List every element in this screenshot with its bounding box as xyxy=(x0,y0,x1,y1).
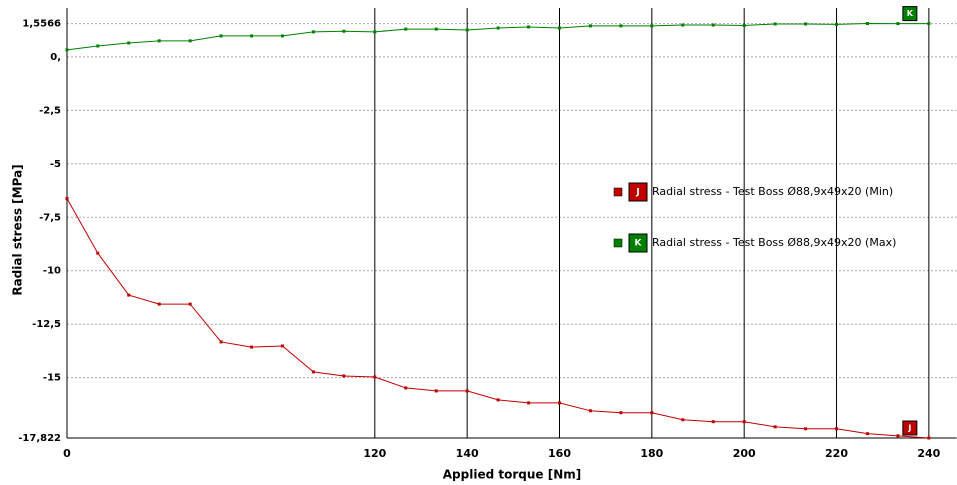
data-point xyxy=(127,41,131,45)
data-point xyxy=(465,28,469,32)
y-tick-label: -15 xyxy=(43,373,61,384)
data-point xyxy=(711,23,715,27)
data-point xyxy=(835,22,839,26)
data-point xyxy=(96,44,100,48)
y-tick-label: 0, xyxy=(50,52,61,63)
data-point xyxy=(896,434,900,438)
data-point xyxy=(865,22,869,26)
y-tick-label: -12,5 xyxy=(32,319,61,330)
data-point xyxy=(188,302,192,306)
data-point xyxy=(650,411,654,415)
data-point xyxy=(927,436,931,440)
data-point xyxy=(219,340,223,344)
data-point xyxy=(711,420,715,424)
x-tick-label: 120 xyxy=(363,447,386,460)
data-point xyxy=(804,22,808,26)
data-point xyxy=(373,30,377,34)
data-point xyxy=(404,386,408,390)
data-point xyxy=(434,27,438,31)
y-axis-title: Radial stress [MPa] xyxy=(11,164,25,295)
data-point xyxy=(404,27,408,31)
legend-swatch xyxy=(613,238,623,248)
data-point xyxy=(619,24,623,28)
x-tick-label: 180 xyxy=(640,447,663,460)
x-tick-label: 160 xyxy=(548,447,571,460)
data-point xyxy=(742,420,746,424)
end-marker-box xyxy=(902,6,918,22)
legend-swatch xyxy=(613,187,623,197)
x-tick-label: 220 xyxy=(825,447,848,460)
legend-label: Radial stress - Test Boss Ø88,9x49x20 (M… xyxy=(652,185,893,198)
data-line xyxy=(66,198,929,439)
data-point xyxy=(896,22,900,26)
data-point xyxy=(588,409,592,413)
data-point xyxy=(342,29,346,33)
data-point xyxy=(558,401,561,405)
end-marker-label: J xyxy=(907,424,911,433)
data-point xyxy=(280,344,284,348)
data-point xyxy=(188,39,192,43)
data-point xyxy=(280,34,284,38)
data-point xyxy=(681,418,685,422)
legend-marker xyxy=(628,233,648,253)
x-tick-label: 0 xyxy=(63,447,71,460)
data-point xyxy=(65,48,69,52)
data-point xyxy=(250,345,254,349)
data-point xyxy=(373,375,377,379)
data-point xyxy=(927,22,931,26)
data-point xyxy=(65,196,69,200)
x-tick-label: 240 xyxy=(917,447,940,460)
data-point xyxy=(434,389,438,393)
data-point xyxy=(773,22,777,26)
data-point xyxy=(311,370,315,374)
y-tick-label: -5 xyxy=(50,159,61,170)
x-axis-title: Applied torque [Nm] xyxy=(443,468,581,482)
data-point xyxy=(465,389,469,393)
data-point xyxy=(496,398,500,402)
data-point xyxy=(865,432,869,436)
y-tick-label: -7,5 xyxy=(39,212,61,223)
legend-label: Radial stress - Test Boss Ø88,9x49x20 (M… xyxy=(652,236,896,249)
data-point xyxy=(527,401,531,405)
data-point xyxy=(742,23,746,27)
legend-marker-label: J xyxy=(635,188,639,198)
data-point xyxy=(527,25,531,29)
legend-marker-label: K xyxy=(635,239,643,249)
y-tick-label: 1,5566 xyxy=(22,19,61,30)
end-marker-label: K xyxy=(907,9,914,18)
data-point xyxy=(619,411,623,415)
y-tick-label: -10 xyxy=(43,266,61,277)
end-marker: K xyxy=(902,6,918,22)
data-point xyxy=(342,374,346,378)
x-tick-label: 140 xyxy=(456,447,479,460)
data-point xyxy=(157,302,161,306)
data-point xyxy=(588,24,592,28)
data-point xyxy=(558,26,561,30)
data-point xyxy=(773,425,777,429)
data-point xyxy=(650,24,654,28)
data-point xyxy=(835,427,839,431)
data-point xyxy=(250,34,254,38)
data-point xyxy=(804,427,808,431)
data-point xyxy=(96,251,100,255)
data-point xyxy=(219,34,223,38)
y-tick-label: -17,822 xyxy=(18,433,61,444)
end-marker-box xyxy=(902,420,918,436)
data-point xyxy=(681,23,685,27)
end-marker: J xyxy=(902,420,918,436)
data-point xyxy=(496,26,500,30)
y-tick-label: -2,5 xyxy=(39,105,61,116)
data-point xyxy=(157,39,161,43)
legend-marker xyxy=(628,182,648,202)
data-point xyxy=(127,293,131,297)
x-tick-label: 200 xyxy=(733,447,756,460)
data-point xyxy=(311,30,315,34)
